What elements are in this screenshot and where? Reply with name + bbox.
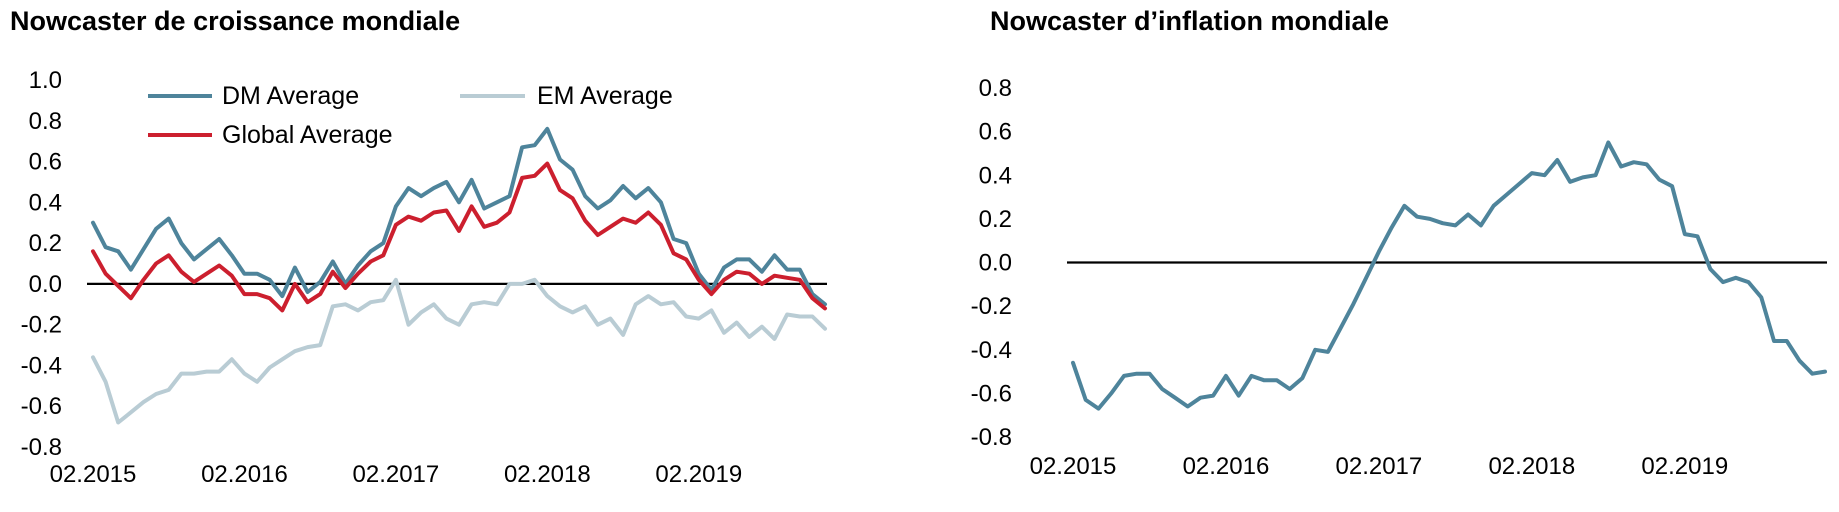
y-tick-label: 0.6 xyxy=(979,119,1012,146)
x-tick-label: 02.2015 xyxy=(50,461,137,488)
x-tick-label: 02.2018 xyxy=(1488,453,1575,480)
legend-label: EM Average xyxy=(537,82,673,110)
y-tick-label: -0.8 xyxy=(971,424,1012,451)
y-tick-label: 0.0 xyxy=(979,250,1012,277)
y-tick-label: 0.2 xyxy=(29,230,62,257)
y-tick-label: -0.8 xyxy=(21,434,62,461)
y-tick-label: -0.2 xyxy=(21,312,62,339)
x-tick-label: 02.2017 xyxy=(353,461,440,488)
y-tick-label: -0.4 xyxy=(971,337,1012,364)
growth-chart-title: Nowcaster de croissance mondiale xyxy=(10,6,461,36)
x-tick-label: 02.2016 xyxy=(1183,453,1270,480)
legend-label: Global Average xyxy=(222,121,393,149)
y-tick-label: 0.2 xyxy=(979,206,1012,233)
x-tick-label: 02.2017 xyxy=(1336,453,1423,480)
y-tick-label: 0.4 xyxy=(979,162,1012,189)
y-tick-label: -0.6 xyxy=(971,380,1012,407)
series-line-em-average xyxy=(91,277,827,425)
y-tick-label: 0.6 xyxy=(29,149,62,176)
y-tick-label: -0.6 xyxy=(21,393,62,420)
x-tick-label: 02.2019 xyxy=(1641,453,1728,480)
legend-label: DM Average xyxy=(222,82,359,110)
x-tick-label: 02.2018 xyxy=(504,461,591,488)
x-tick-label: 02.2016 xyxy=(201,461,288,488)
x-tick-label: 02.2019 xyxy=(655,461,742,488)
y-tick-label: 0.8 xyxy=(29,108,62,135)
series-line-dm-average xyxy=(91,126,827,307)
y-tick-label: 1.0 xyxy=(29,67,62,94)
y-tick-label: 0.8 xyxy=(979,75,1012,102)
y-tick-label: -0.2 xyxy=(971,293,1012,320)
y-tick-label: -0.4 xyxy=(21,352,62,379)
y-tick-label: 0.0 xyxy=(29,271,62,298)
series-line-global-average xyxy=(91,161,827,313)
inflation-chart-title: Nowcaster d’inflation mondiale xyxy=(990,6,1390,36)
x-tick-label: 02.2015 xyxy=(1030,453,1117,480)
y-tick-label: 0.4 xyxy=(29,189,62,216)
series-line-inflation xyxy=(1071,140,1827,411)
